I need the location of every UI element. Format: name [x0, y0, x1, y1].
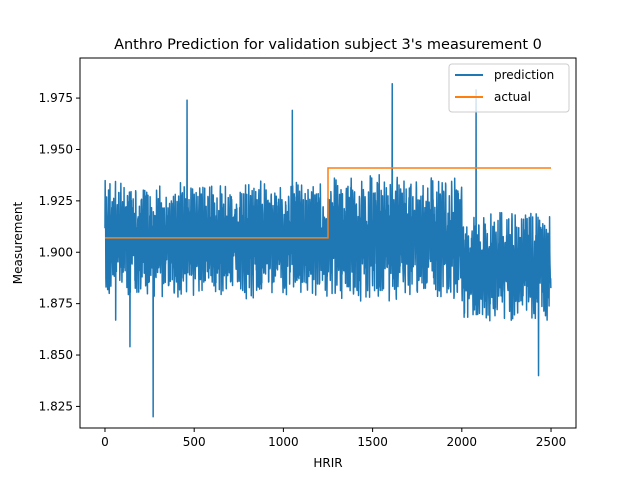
chart-legend: prediction actual — [448, 63, 570, 113]
chart-title: Anthro Prediction for validation subject… — [114, 37, 542, 53]
y-tick-label: 1.850 — [39, 348, 73, 362]
x-axis-label: HRIR — [313, 456, 342, 470]
y-axis-ticks: 1.825 1.850 1.875 1.900 1.925 1.950 1.975 — [39, 91, 80, 413]
y-tick-label: 1.825 — [39, 399, 73, 413]
x-tick-label: 1500 — [357, 435, 388, 449]
series-actual-line — [104, 167, 552, 239]
y-tick-label: 1.900 — [39, 245, 73, 259]
x-axis-ticks: 0 500 1000 1500 2000 2500 — [101, 428, 566, 449]
x-tick-label: 2500 — [536, 435, 567, 449]
y-tick-label: 1.950 — [39, 142, 73, 156]
x-tick-label: 500 — [183, 435, 206, 449]
y-axis-label: Measurement — [11, 202, 25, 285]
x-tick-label: 1000 — [268, 435, 299, 449]
y-tick-label: 1.875 — [39, 297, 73, 311]
x-tick-label: 2000 — [447, 435, 478, 449]
legend-label-prediction: prediction — [494, 68, 554, 82]
axes-frame — [79, 57, 577, 429]
y-tick-label: 1.925 — [39, 194, 73, 208]
legend-label-actual: actual — [494, 90, 531, 104]
series-layer — [104, 82, 552, 418]
y-tick-label: 1.975 — [39, 91, 73, 105]
x-tick-label: 0 — [101, 435, 109, 449]
